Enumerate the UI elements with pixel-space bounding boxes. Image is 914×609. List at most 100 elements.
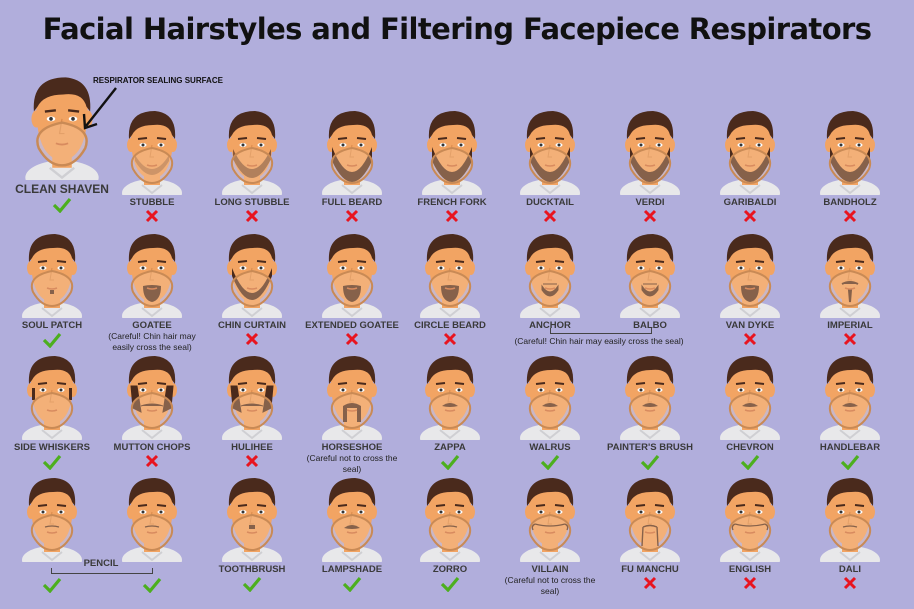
cross-icon <box>743 576 757 590</box>
status-mark <box>500 209 600 225</box>
checkmark-icon <box>540 454 560 470</box>
checkmark-icon <box>640 454 660 470</box>
face-illustration <box>317 228 387 330</box>
caution-note: (Careful! Chin hair may easily cross the… <box>108 331 196 352</box>
status-mark <box>202 209 302 225</box>
face-illustration <box>17 350 87 452</box>
status-mark <box>2 454 102 470</box>
face-illustration <box>415 350 485 452</box>
hairstyle-horseshoe: HORSESHOE (Careful not to cross the seal) <box>302 350 402 475</box>
checkmark-icon <box>52 197 72 213</box>
status-mark <box>400 454 500 470</box>
face-illustration <box>17 228 87 330</box>
hairstyle-hulihee: HULIHEE <box>202 350 302 470</box>
cross-icon <box>245 209 259 223</box>
hairstyle-label: EXTENDED GOATEE <box>305 320 399 331</box>
status-mark <box>202 454 302 470</box>
hairstyle-label: IMPERIAL <box>827 320 873 331</box>
checkmark-icon <box>242 576 262 592</box>
status-mark <box>800 332 900 348</box>
caution-note: (Careful not to cross the seal) <box>306 453 398 474</box>
status-mark <box>302 332 402 348</box>
hairstyle-english: ENGLISH <box>700 472 800 592</box>
checkmark-icon <box>42 332 62 348</box>
status-mark <box>2 332 102 348</box>
hairstyle-label: BALBO <box>633 320 667 331</box>
status-mark <box>700 209 800 225</box>
cross-icon <box>345 209 359 223</box>
cross-icon <box>843 209 857 223</box>
face-illustration <box>515 228 585 330</box>
hairstyle-label: SIDE WHISKERS <box>13 442 90 453</box>
hairstyle-full-beard: FULL BEARD <box>302 105 402 225</box>
hairstyle-side-whiskers: SIDE WHISKERS <box>2 350 102 470</box>
hairstyle-label: TOOTHBRUSH <box>218 564 286 575</box>
face-illustration <box>515 350 585 452</box>
status-mark <box>102 577 202 593</box>
status-mark <box>302 209 402 225</box>
face-illustration <box>415 472 485 574</box>
sealing-surface-annotation: RESPIRATOR SEALING SURFACE <box>93 76 223 85</box>
hairstyle-label: STUBBLE <box>129 197 175 208</box>
status-mark <box>700 332 800 348</box>
hairstyle-goatee: GOATEE (Careful! Chin hair may easily cro… <box>102 228 202 353</box>
hairstyle-stubble: STUBBLE <box>102 105 202 225</box>
hairstyle-label: MUTTON CHOPS <box>113 442 191 453</box>
status-mark <box>402 209 502 225</box>
checkmark-icon <box>142 577 162 593</box>
hairstyle-imperial: IMPERIAL <box>800 228 900 348</box>
cross-icon <box>543 209 557 223</box>
checkmark-icon <box>740 454 760 470</box>
hairstyle-chin-curtain: CHIN CURTAIN <box>202 228 302 348</box>
hairstyle-pencil <box>102 472 202 593</box>
hairstyle-label: HORSESHOE <box>321 442 383 453</box>
hairstyle-label: FULL BEARD <box>321 197 383 208</box>
status-mark <box>202 576 302 592</box>
hairstyle-label: CIRCLE BEARD <box>414 320 486 331</box>
hairstyle-handlebar: HANDLEBAR <box>800 350 900 470</box>
hairstyle-label: ZAPPA <box>434 442 466 453</box>
face-illustration <box>815 350 885 452</box>
face-illustration <box>317 350 387 452</box>
hairstyle-label: HULIHEE <box>231 442 273 453</box>
hairstyle-extended-goatee: EXTENDED GOATEE <box>302 228 402 348</box>
status-mark <box>400 332 500 348</box>
cross-icon <box>245 454 259 468</box>
hairstyle-label: DUCKTAIL <box>526 197 574 208</box>
hairstyle-label: CHIN CURTAIN <box>218 320 286 331</box>
face-illustration <box>615 105 685 207</box>
face-illustration <box>217 472 287 574</box>
cross-icon <box>145 454 159 468</box>
face-illustration <box>715 350 785 452</box>
cross-icon <box>445 209 459 223</box>
status-mark <box>800 454 900 470</box>
hairstyle-label: GARIBALDI <box>723 197 777 208</box>
hairstyle-label: VILLAIN <box>531 564 569 575</box>
face-illustration <box>217 350 287 452</box>
hairstyle-verdi: VERDI <box>600 105 700 225</box>
cross-icon <box>443 332 457 346</box>
page-title: Facial Hairstyles and Filtering Facepiec… <box>42 12 872 46</box>
status-mark <box>400 576 500 592</box>
hairstyle-label: LONG STUBBLE <box>214 197 290 208</box>
hairstyle-ducktail: DUCKTAIL <box>500 105 600 225</box>
status-mark <box>700 576 800 592</box>
checkmark-icon <box>440 576 460 592</box>
status-mark <box>700 454 800 470</box>
face-illustration <box>815 228 885 330</box>
face-illustration <box>615 228 685 330</box>
status-mark <box>202 332 302 348</box>
face-illustration <box>217 228 287 330</box>
hairstyle-label: DALI <box>838 564 862 575</box>
cross-icon <box>643 209 657 223</box>
hairstyle-label: ENGLISH <box>728 564 772 575</box>
face-illustration <box>515 105 585 207</box>
anchor-balbo-note: (Careful! Chin hair may easily cross the… <box>514 336 684 346</box>
hairstyle-clean-shaven: CLEAN SHAVEN <box>12 70 112 213</box>
face-illustration <box>117 105 187 207</box>
hairstyle-bandholz: BANDHOLZ <box>800 105 900 225</box>
status-mark <box>302 576 402 592</box>
face-illustration <box>615 350 685 452</box>
status-mark <box>800 576 900 592</box>
face-illustration <box>317 472 387 574</box>
